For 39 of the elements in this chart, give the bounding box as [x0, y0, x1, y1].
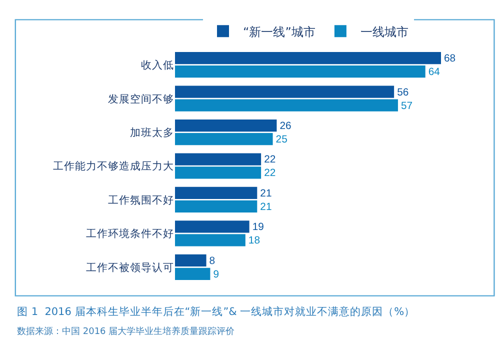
bar [175, 200, 258, 213]
y-tick-label: 工作不被领导认可 [86, 260, 174, 274]
data-label: 68 [444, 54, 456, 65]
bar [175, 268, 210, 280]
y-tick-label: 收入低 [141, 58, 174, 72]
bar [175, 220, 250, 233]
data-label: 57 [400, 100, 413, 112]
data-label: 21 [260, 202, 272, 213]
bar [175, 86, 394, 98]
data-label: 64 [428, 67, 440, 78]
bar [175, 254, 206, 266]
y-tick-label: 工作能力不够造成压力大 [53, 160, 174, 173]
legend-label: 一线城市 [360, 24, 408, 39]
y-tick-label: 工作环境条件不好 [86, 227, 174, 240]
caption: 图 1 2016 届本科生毕业半年后在“新一线”& 一线城市对就业不满意的原因（%） [17, 305, 416, 318]
data-label: 18 [248, 236, 260, 247]
source-note: 数据来源：中国 2016 届大学毕业生培养质量跟踪评价 [17, 326, 235, 337]
y-tick-label: 发展空间不够 [108, 92, 174, 106]
data-label: 56 [397, 87, 409, 98]
data-label: 21 [260, 188, 272, 200]
data-label: 26 [280, 121, 292, 132]
y-tick-label: 加班太多 [130, 126, 174, 139]
bar [175, 153, 262, 166]
bar [175, 66, 426, 78]
data-label: 25 [276, 134, 288, 146]
legend-label: “新一线”城市 [243, 24, 316, 39]
bar [175, 99, 398, 112]
data-label: 9 [213, 269, 220, 280]
bar [175, 132, 273, 146]
bar [175, 234, 246, 246]
data-label: 8 [209, 256, 216, 267]
bar [175, 166, 262, 179]
bar [175, 52, 441, 64]
data-label: 22 [264, 168, 276, 180]
bar [175, 119, 277, 132]
data-label: 22 [264, 154, 276, 166]
y-tick-label: 工作氛围不好 [108, 194, 174, 206]
data-label: 19 [252, 222, 264, 234]
bar [175, 186, 258, 200]
